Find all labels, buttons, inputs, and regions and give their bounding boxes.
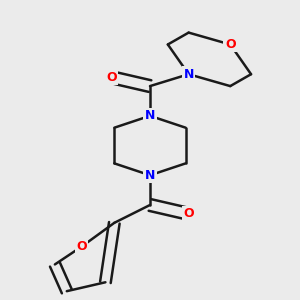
Text: N: N [145, 169, 155, 182]
Text: O: O [225, 38, 236, 51]
Text: N: N [145, 109, 155, 122]
Text: O: O [183, 207, 194, 220]
Text: O: O [76, 240, 87, 253]
Text: O: O [106, 71, 117, 84]
Text: N: N [184, 68, 194, 81]
